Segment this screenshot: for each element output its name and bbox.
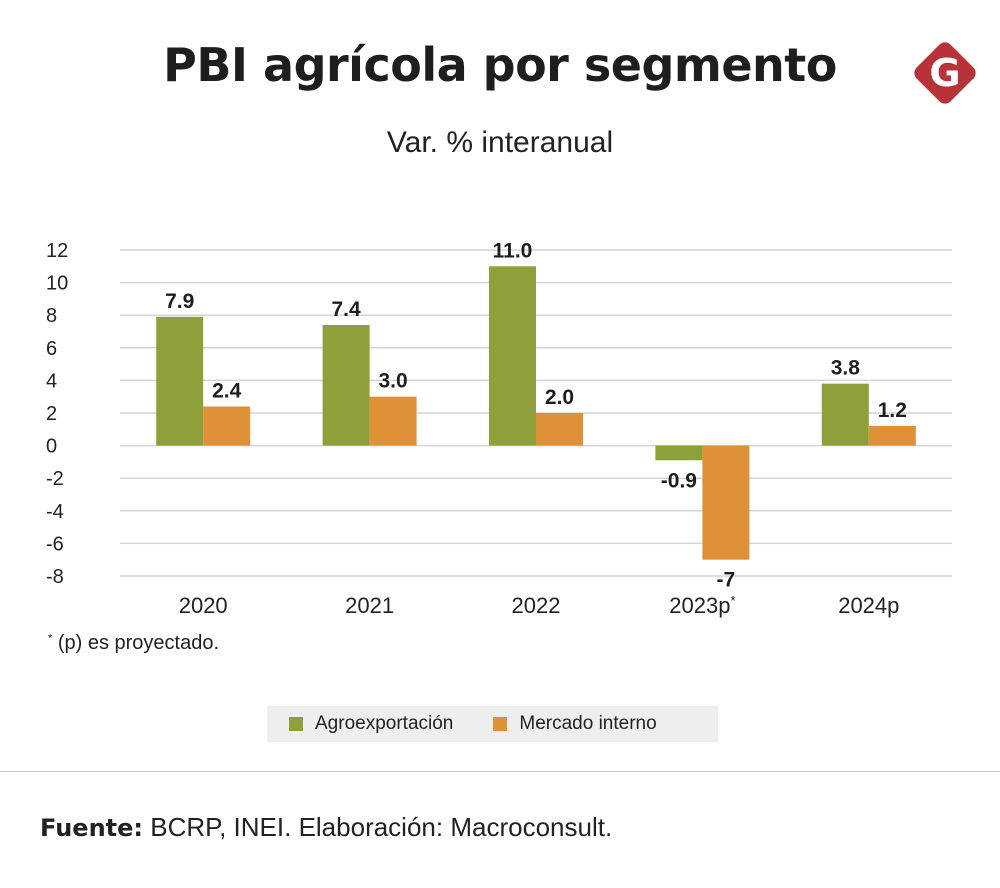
chart-legend: Agroexportación Mercado interno bbox=[267, 706, 718, 742]
y-tick-label: 10 bbox=[46, 273, 68, 295]
brand-logo: G bbox=[914, 42, 976, 104]
y-tick-label: 2 bbox=[46, 403, 57, 425]
bar-mercado-interno-2023p bbox=[702, 445, 750, 560]
bar-agroexportaci-n-2020 bbox=[156, 316, 204, 446]
y-tick-label: 8 bbox=[46, 305, 57, 327]
data-label: 3.0 bbox=[378, 370, 407, 393]
footnote-text: (p) es proyectado. bbox=[52, 632, 220, 654]
brand-logo-letter: G bbox=[929, 51, 960, 95]
legend-item-agroexportacion: Agroexportación bbox=[289, 713, 453, 735]
divider-line bbox=[0, 771, 1000, 772]
legend-swatch-agroexportacion bbox=[289, 717, 303, 731]
bar-agroexportaci-n-2023p bbox=[655, 445, 703, 461]
x-tick-label: 2022 bbox=[512, 593, 561, 618]
data-label: 2.0 bbox=[545, 386, 574, 409]
y-tick-label: -2 bbox=[46, 468, 64, 490]
data-label: -0.9 bbox=[661, 469, 697, 492]
bar-agroexportaci-n-2024p bbox=[821, 383, 869, 446]
chart-title: PBI agrícola por segmento bbox=[163, 38, 837, 92]
legend-item-mercado-interno: Mercado interno bbox=[493, 713, 657, 735]
bar-chart: 12 10 8 6 4 2 0 -2 -4 -6 -8 7.9 2.4 2020 7.4 3.0 2021 11.… bbox=[46, 239, 952, 618]
data-label: 2.4 bbox=[212, 379, 242, 402]
chart-subtitle: Var. % interanual bbox=[386, 126, 614, 159]
source-label: Fuente: bbox=[40, 814, 143, 842]
bar-mercado-interno-2020 bbox=[203, 406, 251, 446]
footnote: * (p) es proyectado. bbox=[48, 632, 219, 655]
data-label: 11.0 bbox=[493, 239, 533, 262]
x-tick-label: 2020 bbox=[179, 593, 228, 618]
legend-label-mercado-interno: Mercado interno bbox=[519, 713, 657, 734]
x-tick-mark: * bbox=[730, 593, 735, 608]
y-tick-label: -6 bbox=[46, 533, 64, 555]
footnote-mark: * bbox=[48, 632, 53, 645]
y-tick-label: 4 bbox=[46, 370, 57, 392]
legend-label-agroexportacion: Agroexportación bbox=[315, 713, 454, 734]
y-tick-label: -8 bbox=[46, 566, 64, 588]
bar-agroexportaci-n-2021 bbox=[322, 324, 370, 446]
bar-mercado-interno-2024p bbox=[868, 426, 916, 446]
legend-swatch-mercado-interno bbox=[493, 717, 508, 731]
source-text: BCRP, INEI. Elaboración: Macroconsult. bbox=[143, 812, 613, 842]
data-label: 3.8 bbox=[831, 357, 861, 380]
source-note: Fuente: BCRP, INEI. Elaboración: Macroco… bbox=[40, 812, 612, 843]
brand-logo-diamond bbox=[914, 42, 976, 104]
y-tick-label: 12 bbox=[46, 240, 68, 262]
x-tick-label: 2023p* bbox=[669, 593, 735, 618]
y-tick-label: -4 bbox=[46, 501, 64, 523]
x-tick-label: 2021 bbox=[345, 593, 394, 618]
bar-agroexportaci-n-2022 bbox=[489, 266, 536, 446]
data-label: -7 bbox=[717, 569, 736, 592]
bar-mercado-interno-2021 bbox=[369, 396, 417, 446]
data-label: 7.9 bbox=[165, 290, 194, 313]
data-label: 7.4 bbox=[331, 298, 361, 321]
bar-mercado-interno-2022 bbox=[536, 413, 583, 446]
x-tick-label: 2024p bbox=[838, 593, 899, 618]
data-label: 1.2 bbox=[878, 399, 907, 422]
y-tick-label: 0 bbox=[46, 436, 57, 458]
y-tick-label: 6 bbox=[46, 338, 57, 360]
